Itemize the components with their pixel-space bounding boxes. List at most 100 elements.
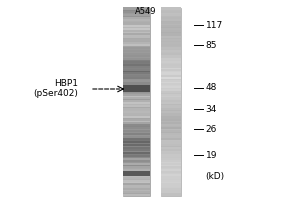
Bar: [123, 89, 150, 91]
Bar: [123, 145, 150, 147]
Bar: [161, 188, 181, 190]
Bar: [161, 9, 181, 11]
Bar: [161, 79, 181, 82]
Bar: [161, 108, 181, 110]
Bar: [123, 184, 150, 187]
Bar: [161, 87, 181, 89]
Bar: [123, 58, 150, 60]
Bar: [123, 128, 150, 130]
Bar: [161, 65, 181, 68]
Bar: [123, 62, 150, 64]
Bar: [123, 186, 150, 188]
Bar: [161, 67, 181, 69]
Bar: [123, 72, 150, 74]
Bar: [161, 100, 181, 102]
Bar: [161, 119, 181, 121]
Bar: [161, 134, 181, 136]
Bar: [123, 108, 150, 110]
Text: 34: 34: [206, 104, 217, 114]
Bar: [161, 139, 181, 141]
Bar: [161, 14, 181, 16]
Bar: [161, 89, 181, 91]
Bar: [123, 17, 150, 19]
Bar: [161, 29, 181, 32]
Bar: [123, 85, 150, 92]
Bar: [161, 39, 181, 41]
Bar: [123, 14, 150, 16]
Bar: [123, 45, 150, 47]
Bar: [123, 125, 150, 127]
Text: (pSer402): (pSer402): [33, 90, 78, 98]
Bar: [123, 56, 150, 58]
Bar: [161, 141, 181, 143]
Bar: [123, 172, 150, 174]
Bar: [161, 75, 181, 77]
Bar: [123, 173, 150, 176]
Bar: [161, 112, 181, 115]
Bar: [161, 18, 181, 21]
Bar: [123, 119, 150, 121]
Bar: [161, 43, 181, 46]
Bar: [123, 155, 150, 157]
Bar: [161, 175, 181, 177]
Bar: [161, 111, 181, 113]
Bar: [123, 61, 150, 63]
Bar: [123, 166, 150, 168]
Bar: [161, 109, 181, 111]
Bar: [123, 50, 150, 52]
Bar: [123, 134, 150, 136]
Bar: [123, 68, 150, 71]
Bar: [161, 155, 181, 157]
Bar: [123, 87, 150, 89]
Bar: [161, 105, 181, 107]
Bar: [161, 83, 181, 85]
Text: 26: 26: [206, 124, 217, 134]
Bar: [123, 28, 150, 30]
Bar: [123, 111, 150, 113]
Bar: [123, 188, 150, 190]
Bar: [123, 158, 150, 160]
Bar: [123, 12, 150, 14]
Bar: [161, 159, 181, 162]
Bar: [161, 101, 181, 104]
Bar: [161, 125, 181, 127]
Bar: [123, 39, 150, 41]
Bar: [123, 175, 150, 177]
Bar: [123, 26, 150, 28]
Bar: [161, 34, 181, 36]
Bar: [161, 98, 181, 100]
Bar: [123, 162, 150, 165]
Bar: [123, 137, 150, 140]
Bar: [123, 189, 150, 191]
Bar: [161, 37, 181, 39]
Bar: [161, 90, 181, 93]
Bar: [123, 29, 150, 32]
Bar: [123, 32, 150, 35]
Bar: [123, 136, 150, 138]
Bar: [161, 26, 181, 28]
Bar: [123, 144, 150, 146]
Bar: [161, 191, 181, 193]
Bar: [123, 90, 150, 93]
Bar: [123, 92, 150, 94]
Bar: [161, 177, 181, 179]
Bar: [123, 183, 150, 185]
Bar: [123, 18, 150, 21]
Bar: [161, 117, 181, 119]
Bar: [123, 139, 150, 141]
Bar: [123, 42, 150, 44]
Bar: [161, 152, 181, 154]
Bar: [123, 101, 150, 104]
Bar: [161, 173, 181, 176]
Bar: [161, 23, 181, 25]
Bar: [161, 169, 181, 171]
Text: (kD): (kD): [206, 171, 225, 180]
Bar: [123, 53, 150, 55]
Bar: [161, 92, 181, 94]
Bar: [161, 53, 181, 55]
Bar: [161, 136, 181, 138]
Bar: [123, 150, 150, 152]
Bar: [161, 148, 181, 151]
Bar: [161, 31, 181, 33]
Bar: [161, 62, 181, 64]
